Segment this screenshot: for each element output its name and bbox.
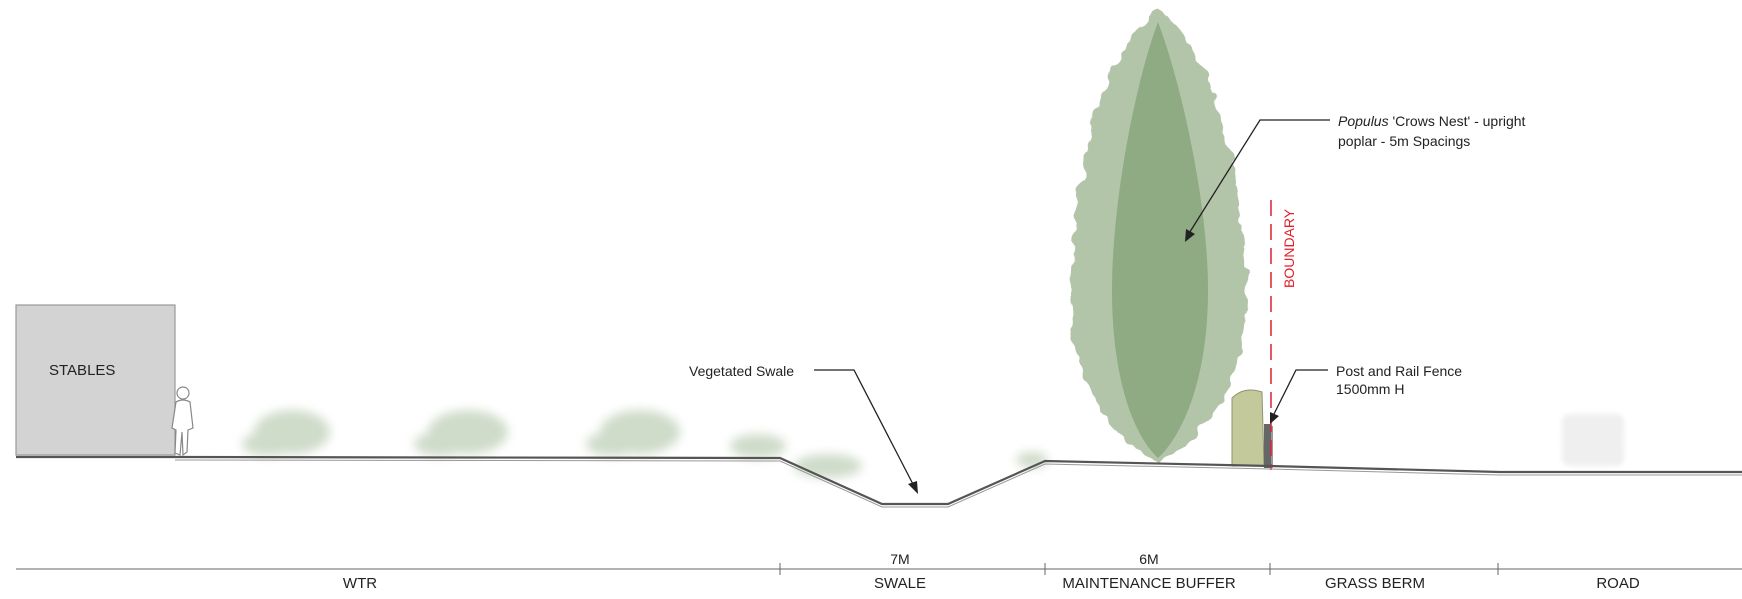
- fence-line1: Post and Rail Fence: [1336, 363, 1462, 379]
- shrub: [730, 434, 786, 458]
- swale-dimension: 7M: [890, 551, 909, 567]
- ground-line: [174, 455, 1742, 506]
- shrub: [794, 454, 862, 478]
- zone-road: ROAD: [1596, 575, 1640, 592]
- shrub: [242, 432, 294, 456]
- populus-species: Populus: [1338, 113, 1389, 129]
- buffer-dimension: 6M: [1139, 551, 1158, 567]
- zone-strip: 7M 6M WTR SWALE MAINTENANCE BUFFER GRASS…: [16, 551, 1742, 592]
- zone-swale: SWALE: [874, 575, 926, 592]
- fence-line2: 1500mm H: [1336, 381, 1404, 397]
- populus-line2: poplar - 5m Spacings: [1338, 133, 1470, 149]
- person-figure: [171, 386, 194, 457]
- callout-populus: Populus 'Crows Nest' - upright poplar - …: [1185, 113, 1526, 242]
- road-vehicle: [1562, 414, 1624, 466]
- shrub: [414, 432, 466, 456]
- zone-grass-berm: GRASS BERM: [1325, 575, 1425, 592]
- poplar-tree: [1070, 10, 1248, 462]
- vegetated-swale-label: Vegetated Swale: [689, 363, 794, 379]
- callout-fence: Post and Rail Fence 1500mm H: [1270, 363, 1462, 424]
- hedge: [1231, 389, 1265, 467]
- stables-block: [15, 304, 176, 456]
- boundary-label: BOUNDARY: [1281, 208, 1297, 288]
- background-shrubs: [242, 410, 1048, 478]
- ground-profile: [16, 455, 1742, 508]
- zone-wtr: WTR: [343, 575, 377, 592]
- populus-line1: 'Crows Nest' - upright: [1392, 113, 1525, 129]
- populus-label: Populus 'Crows Nest' - upright: [1338, 113, 1526, 129]
- boundary-marker: BOUNDARY: [1270, 200, 1297, 470]
- shrub: [586, 432, 638, 456]
- callout-vegetated-swale: Vegetated Swale: [689, 363, 918, 494]
- post-and-rail-fence: [1264, 424, 1273, 468]
- stables-label: STABLES: [49, 362, 115, 379]
- tree-inner-canopy: [1112, 22, 1208, 458]
- stables-building: STABLES: [15, 304, 176, 456]
- zone-maintenance-buffer: MAINTENANCE BUFFER: [1062, 575, 1236, 592]
